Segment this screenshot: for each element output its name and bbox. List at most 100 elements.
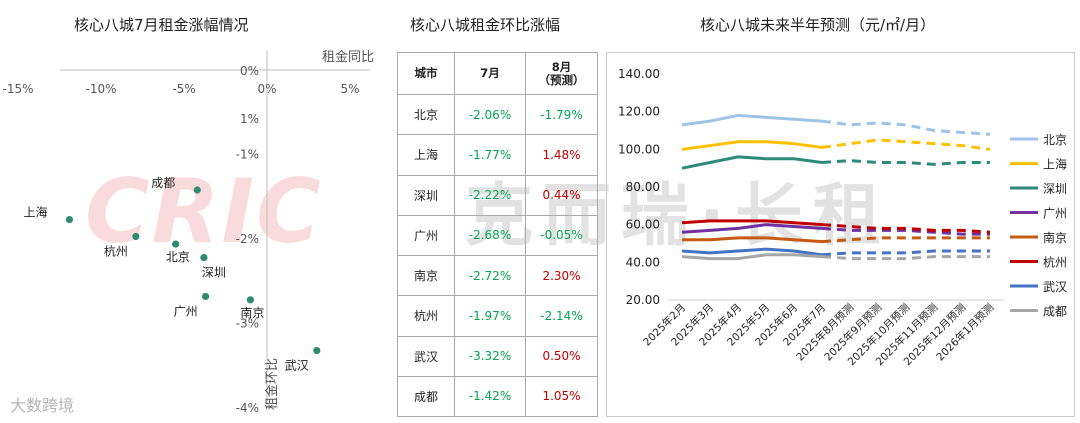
aug-forecast-cell: 1.48% xyxy=(525,134,598,176)
series-line-actual xyxy=(681,219,823,227)
data-point xyxy=(193,186,201,194)
y-axis-title: 租金环比 xyxy=(264,358,280,410)
series-line-actual xyxy=(681,113,823,127)
x-tick-label: -15% xyxy=(2,82,33,96)
data-point xyxy=(313,346,321,355)
aug-forecast-cell: -1.79% xyxy=(525,93,598,136)
city-cell: 深圳 xyxy=(397,174,455,216)
data-point xyxy=(200,253,208,262)
legend-label: 武汉 xyxy=(1043,280,1067,294)
point-label: 武汉 xyxy=(285,359,309,373)
col-header-city: 城市 xyxy=(397,52,455,95)
series-line-actual xyxy=(681,253,823,261)
point-label: 北京 xyxy=(166,250,190,264)
x-tick-label: -10% xyxy=(85,82,116,96)
table-row: 成都 -1.42% 1.05% xyxy=(397,375,598,418)
x-tick-label: 0% xyxy=(257,82,276,96)
y-tick-label: 1% xyxy=(240,112,259,126)
series-line-forecast xyxy=(821,226,990,236)
y-tick-label: 20.00 xyxy=(626,293,660,307)
y-tick-label: 80.00 xyxy=(626,180,660,194)
series-line-actual xyxy=(681,247,823,257)
scatter-title: 核心八城7月租金涨幅情况 xyxy=(74,16,249,34)
aug-forecast-cell: 0.50% xyxy=(525,335,598,377)
aug-forecast-cell: 2.30% xyxy=(525,254,598,297)
series-line-actual xyxy=(681,140,823,151)
series-line-forecast xyxy=(821,138,991,151)
table-row: 武汉 -3.32% 0.50% xyxy=(397,335,598,377)
legend-label: 南京 xyxy=(1043,230,1067,245)
point-label: 成都 xyxy=(151,176,175,190)
legend-label: 北京 xyxy=(1043,133,1067,147)
col-header-aug-forecast: 8月 （预测） xyxy=(525,52,598,95)
july-change-cell: -1.77% xyxy=(454,134,526,176)
legend-label: 深圳 xyxy=(1043,182,1067,196)
table-row: 上海 -1.77% 1.48% xyxy=(397,134,598,176)
aug-forecast-cell: -2.14% xyxy=(525,295,598,337)
aug-forecast-cell: 0.44% xyxy=(525,174,598,216)
july-change-cell: -2.68% xyxy=(454,214,526,257)
city-cell: 成都 xyxy=(397,375,455,418)
series-line-actual xyxy=(681,155,823,170)
series-line-forecast xyxy=(821,249,990,257)
july-change-cell: -1.97% xyxy=(454,295,526,337)
y-tick-label: 60.00 xyxy=(626,218,660,232)
legend-label: 广州 xyxy=(1043,207,1067,221)
legend-label: 上海 xyxy=(1043,157,1067,172)
july-change-cell: -3.32% xyxy=(454,335,526,377)
aug-forecast-cell: 1.05% xyxy=(525,375,598,418)
y-tick-label: -3% xyxy=(236,317,259,331)
credit-text: 大数跨境 xyxy=(10,396,75,415)
series-line-forecast xyxy=(821,119,991,136)
y-tick-label: -2% xyxy=(236,232,259,246)
y-tick-label: -1% xyxy=(236,148,259,162)
table-row: 广州 -2.68% -0.05% xyxy=(397,214,598,257)
series-line-actual xyxy=(682,236,823,244)
legend-label: 成都 xyxy=(1043,305,1067,319)
y-tick-label: 120.00 xyxy=(618,105,660,119)
series-line-forecast xyxy=(821,236,990,244)
series-line-forecast xyxy=(821,159,990,166)
city-cell: 武汉 xyxy=(397,335,455,377)
line-chart-title: 核心八城未来半年预测（元/㎡/月） xyxy=(700,16,936,34)
legend-label: 杭州 xyxy=(1043,255,1067,270)
city-cell: 上海 xyxy=(397,134,455,176)
rent-change-table: 城市 7月 8月 （预测） 北京 -2.06% -1.79% 上海 -1.77% 1.48… xyxy=(397,52,598,418)
city-cell: 南京 xyxy=(397,254,455,297)
city-cell: 杭州 xyxy=(397,295,455,337)
y-tick-label: 140.00 xyxy=(618,67,660,81)
data-point xyxy=(65,215,74,224)
y-tick-label: 0% xyxy=(240,64,259,78)
july-change-cell: -2.06% xyxy=(454,93,526,136)
x-tick-label: -5% xyxy=(172,82,195,96)
col-header-july: 7月 xyxy=(454,52,526,95)
point-label: 上海 xyxy=(23,205,47,220)
line-chart-frame xyxy=(606,52,1075,417)
july-change-cell: -2.22% xyxy=(454,174,526,216)
series-line-forecast xyxy=(821,223,991,234)
y-tick-label: 100.00 xyxy=(618,142,660,156)
x-tick-label: 5% xyxy=(340,82,359,96)
city-cell: 北京 xyxy=(397,93,455,136)
aug-forecast-cell: -0.05% xyxy=(525,214,598,257)
table-row: 深圳 -2.22% 0.44% xyxy=(397,174,598,216)
july-change-cell: -1.42% xyxy=(454,375,526,418)
city-cell: 广州 xyxy=(397,214,455,257)
point-label: 杭州 xyxy=(104,243,128,258)
july-change-cell: -2.72% xyxy=(454,254,526,297)
point-label: 南京 xyxy=(240,305,264,320)
data-point xyxy=(172,240,180,248)
x-axis-title: 租金同比 xyxy=(322,49,374,65)
point-label: 广州 xyxy=(174,304,198,318)
table-row: 杭州 -1.97% -2.14% xyxy=(397,295,598,337)
series-line-actual xyxy=(681,223,823,234)
line-chart: 140.00120.00100.0080.0060.0040.0020.0020… xyxy=(618,67,1067,368)
data-point xyxy=(132,232,140,241)
table-title: 核心八城租金环比涨幅 xyxy=(410,16,561,34)
point-label: 深圳 xyxy=(202,266,226,280)
y-tick-label: 40.00 xyxy=(626,255,660,269)
series-line-forecast xyxy=(821,255,990,261)
table-row: 北京 -2.06% -1.79% xyxy=(397,93,598,136)
y-tick-label: -4% xyxy=(236,401,259,415)
